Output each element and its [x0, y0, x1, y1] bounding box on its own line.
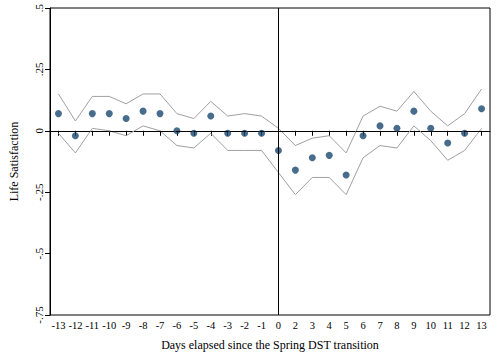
svg-text:11: 11	[443, 320, 453, 331]
svg-text:13: 13	[476, 320, 487, 331]
svg-text:6: 6	[360, 320, 365, 331]
svg-text:-7: -7	[156, 320, 165, 331]
svg-text:-10: -10	[102, 320, 116, 331]
svg-text:-3: -3	[223, 320, 232, 331]
svg-text:Days elapsed since the Spring: Days elapsed since the Spring DST transi…	[161, 338, 379, 352]
svg-text:.5: .5	[33, 3, 45, 12]
svg-text:-.25: -.25	[33, 183, 45, 201]
svg-text:12: 12	[459, 320, 470, 331]
svg-text:-1: -1	[257, 320, 266, 331]
svg-text:0: 0	[276, 320, 281, 331]
svg-text:-13: -13	[51, 320, 65, 331]
svg-text:-.5: -.5	[33, 247, 45, 259]
svg-text:3: 3	[310, 320, 315, 331]
svg-text:8: 8	[394, 320, 399, 331]
svg-text:9: 9	[411, 320, 416, 331]
svg-text:7: 7	[377, 320, 382, 331]
svg-text:0: 0	[33, 128, 45, 134]
svg-text:.25: .25	[33, 62, 45, 76]
svg-text:-9: -9	[122, 320, 131, 331]
svg-text:4: 4	[327, 320, 333, 331]
svg-text:-5: -5	[189, 320, 198, 331]
svg-text:-12: -12	[68, 320, 82, 331]
svg-text:-6: -6	[173, 320, 182, 331]
svg-text:10: 10	[426, 320, 437, 331]
svg-text:2: 2	[293, 320, 298, 331]
svg-text:-2: -2	[240, 320, 249, 331]
svg-text:Life Satisfaction: Life Satisfaction	[7, 122, 21, 202]
svg-text:-8: -8	[139, 320, 148, 331]
svg-text:-11: -11	[86, 320, 100, 331]
svg-text:5: 5	[344, 320, 349, 331]
svg-text:-4: -4	[206, 320, 215, 331]
svg-text:-.75: -.75	[33, 306, 45, 324]
